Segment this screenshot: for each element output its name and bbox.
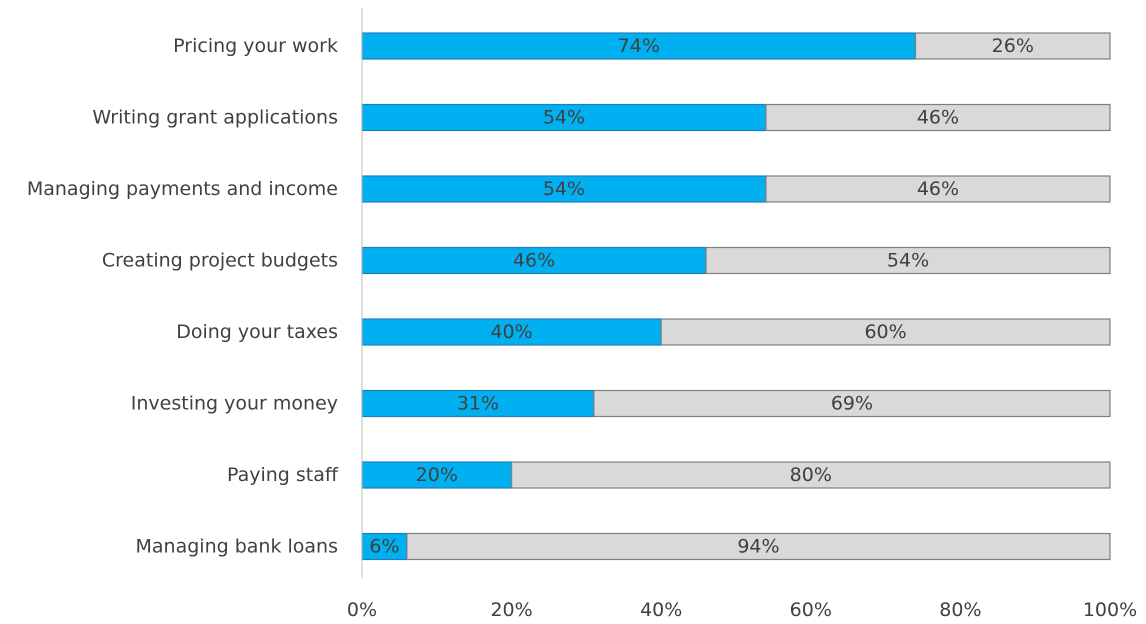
category-label: Paying staff (227, 464, 339, 486)
data-label: 26% (992, 35, 1034, 57)
data-label: 69% (831, 393, 873, 415)
category-label: Writing grant applications (92, 107, 338, 129)
category-label: Investing your money (131, 393, 338, 415)
bar-segment-remainder (593, 389, 1111, 418)
bar-segment-primary (361, 103, 767, 132)
bar-segment-remainder (406, 532, 1111, 561)
bar-segment-remainder (914, 32, 1111, 60)
category-labels: Pricing your work Writing grant applicati… (27, 35, 339, 558)
bar-segment-remainder (511, 461, 1111, 489)
data-label: 46% (917, 178, 959, 200)
data-label: 40% (490, 321, 532, 343)
bar-segment-primary (361, 246, 707, 275)
data-label: 54% (543, 107, 585, 129)
bar-segment-remainder (765, 103, 1111, 132)
category-label: Managing bank loans (136, 536, 338, 558)
bars-group: 74% 26% 54% 46% 54% 46% 46% 54% 40% 60% 31% 69% 20% 8… (361, 32, 1111, 561)
data-label: 6% (369, 536, 399, 558)
data-label: 46% (513, 250, 555, 272)
x-tick-label: 60% (790, 599, 832, 621)
data-label: 31% (457, 393, 499, 415)
x-tick-label: 0% (347, 599, 377, 621)
category-label: Pricing your work (173, 35, 338, 57)
bar-segment-primary (361, 175, 767, 203)
category-label: Managing payments and income (27, 178, 338, 200)
data-label: 46% (917, 107, 959, 129)
data-label: 54% (543, 178, 585, 200)
bar-segment-primary (361, 461, 513, 489)
data-label: 80% (790, 464, 832, 486)
x-tick-label: 80% (939, 599, 981, 621)
data-label: 74% (618, 35, 660, 57)
data-label: 94% (737, 536, 779, 558)
bar-segment-remainder (765, 175, 1111, 203)
category-label: Doing your taxes (176, 321, 338, 343)
x-tick-label: 40% (640, 599, 682, 621)
bar-segment-remainder (705, 246, 1111, 275)
x-tick-label: 100% (1083, 599, 1137, 621)
x-tick-label: 20% (490, 599, 532, 621)
data-label: 54% (887, 250, 929, 272)
bar-segment-remainder (660, 318, 1111, 346)
category-label: Creating project budgets (102, 250, 338, 272)
data-label: 20% (416, 464, 458, 486)
x-axis-ticks: 0% 20% 40% 60% 80% 100% (347, 599, 1137, 621)
data-label: 60% (864, 321, 906, 343)
